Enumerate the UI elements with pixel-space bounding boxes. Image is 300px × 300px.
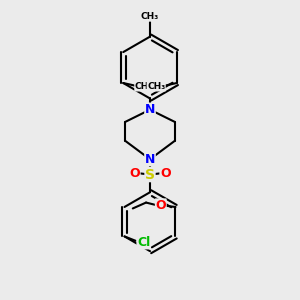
Text: O: O (129, 167, 140, 180)
Text: O: O (155, 199, 166, 212)
Text: N: N (145, 103, 155, 116)
Text: N: N (145, 153, 155, 166)
Text: CH₃: CH₃ (147, 82, 165, 91)
Text: Cl: Cl (137, 236, 150, 249)
Text: O: O (160, 167, 171, 180)
Text: CH₃: CH₃ (135, 82, 153, 91)
Text: CH₃: CH₃ (141, 12, 159, 21)
Text: S: S (145, 168, 155, 182)
